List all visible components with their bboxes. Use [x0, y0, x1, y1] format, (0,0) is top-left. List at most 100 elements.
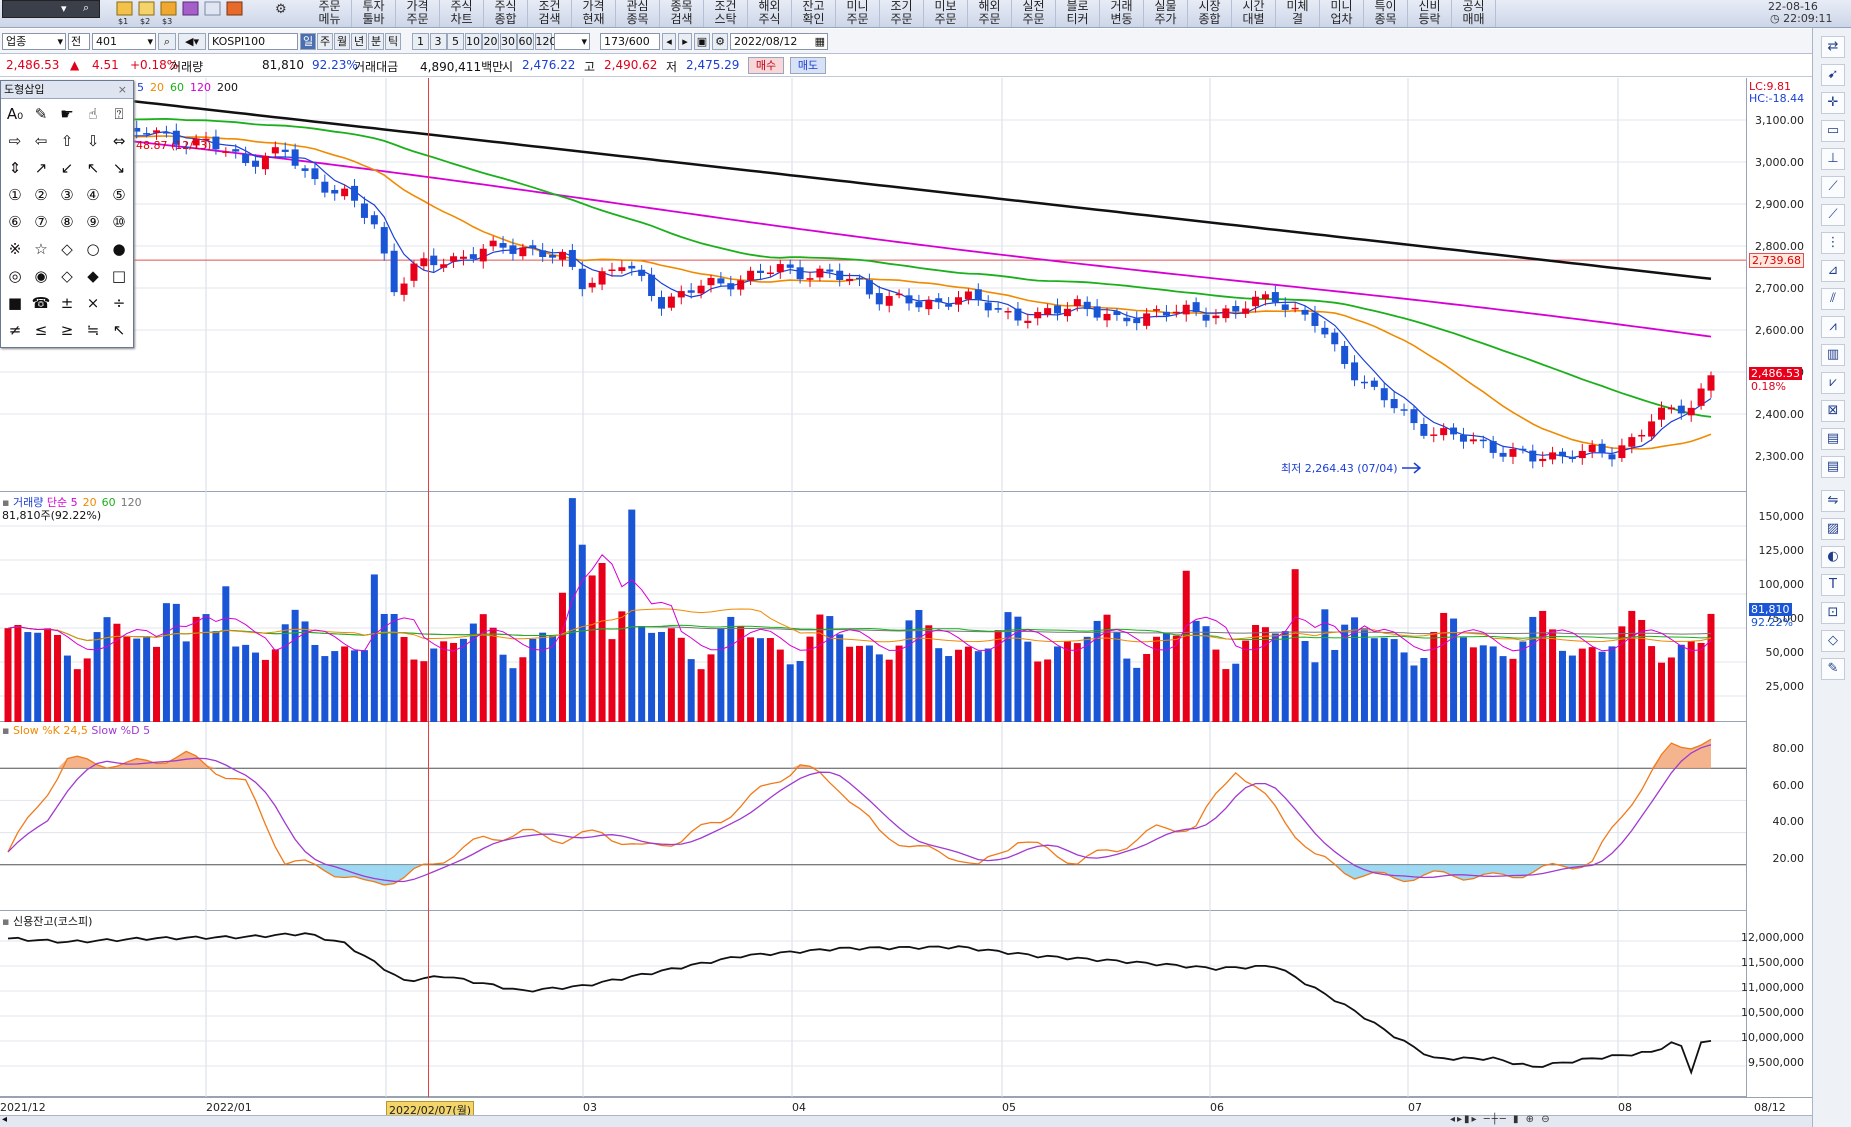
price-pane[interactable]: 48.87 (12/13) 최저 2,264.43 (07/04) 5 20 60 12… [0, 78, 1746, 492]
grid-icon[interactable]: ▥ [1821, 344, 1845, 366]
palette-shape-icon[interactable]: ● [112, 240, 126, 258]
palette-shape-icon[interactable]: ※ [8, 240, 22, 258]
fan-icon[interactable]: ⩘ [1821, 316, 1845, 338]
swap-icon[interactable]: ⇄ [1821, 36, 1845, 58]
zoom-controls[interactable]: ◂▸▮▸ ─┼─ ▮ ⊕ ⊖ [1450, 1114, 1552, 1125]
menu-item-14[interactable]: 미보 주문 [924, 0, 968, 27]
period-button[interactable]: 주 [317, 33, 333, 50]
cycle-icon[interactable]: ⇋ [1821, 490, 1845, 512]
prev-button[interactable]: ◂ [662, 33, 676, 50]
close-icon[interactable]: × [117, 83, 127, 96]
interval-button[interactable]: 30 [499, 33, 517, 50]
palette-shape-icon[interactable]: ◉ [34, 267, 48, 285]
menu-item-5[interactable]: 조건 검색 [528, 0, 572, 27]
circle-icon[interactable]: ◐ [1821, 546, 1845, 568]
palette-shape-icon[interactable]: ◎ [8, 267, 22, 285]
buy-button[interactable]: 매수 [748, 57, 784, 74]
palette-shape-icon[interactable]: ↖ [86, 159, 100, 177]
bottom-scroll-strip[interactable]: ◂ ◂▸▮▸ ─┼─ ▮ ⊕ ⊖ [0, 1114, 1812, 1127]
palette-shape-icon[interactable]: ✎ [34, 105, 48, 123]
menu-item-23[interactable]: 미니 업차 [1320, 0, 1364, 27]
arc-icon[interactable]: ⩗ [1821, 372, 1845, 394]
palette-shape-icon[interactable]: ④ [86, 186, 100, 204]
palette-shape-icon[interactable]: ⇦ [34, 132, 48, 150]
menu-item-9[interactable]: 조건 스탁 [704, 0, 748, 27]
save-icon[interactable]: ▣ [694, 33, 710, 50]
credit-pane[interactable]: ▪ 신용잔고(코스피) [0, 911, 1746, 1097]
palette-shape-icon[interactable]: ↘ [112, 159, 126, 177]
interval-button[interactable]: 5 [447, 33, 464, 50]
palette-shape-icon[interactable]: ⇔ [112, 132, 126, 150]
interval-button[interactable]: 10 [464, 33, 482, 50]
palette-shape-icon[interactable]: ≠ [8, 321, 22, 339]
crosshair-icon[interactable]: ✛ [1821, 92, 1845, 114]
prefix-select[interactable]: 전 [68, 33, 90, 50]
menu-item-15[interactable]: 해외 주문 [968, 0, 1012, 27]
palette-shape-icon[interactable]: ① [8, 186, 22, 204]
menu-search-dropdown[interactable]: ▾ ⌕ [2, 0, 100, 18]
interval-button[interactable]: 60 [517, 33, 534, 50]
count-field[interactable]: 173/600 [600, 33, 660, 50]
menu-item-16[interactable]: 실전 주문 [1012, 0, 1056, 27]
palette-shape-icon[interactable]: ☎ [31, 294, 51, 312]
palette-shape-icon[interactable]: ◇ [61, 240, 73, 258]
price-axis[interactable]: LC:9.81 HC:-18.44 3,100.00 3,000.00 2,900.… [1746, 78, 1812, 492]
palette-shape-icon[interactable]: × [86, 294, 100, 312]
menu-item-3[interactable]: 주식 차트 [440, 0, 484, 27]
menu-item-12[interactable]: 미니 주문 [836, 0, 880, 27]
menu-item-0[interactable]: 주문 메뉴 [308, 0, 352, 27]
search-button[interactable]: ⌕ [158, 33, 176, 50]
palette-shape-icon[interactable]: ○ [86, 240, 100, 258]
menu-item-7[interactable]: 관심 종목 [616, 0, 660, 27]
palette-shape-icon[interactable]: ⇧ [60, 132, 74, 150]
menu-item-22[interactable]: 미체 결 [1276, 0, 1320, 27]
palette-shape-icon[interactable]: ± [60, 294, 74, 312]
menu-item-8[interactable]: 종목 검색 [660, 0, 704, 27]
menu-item-6[interactable]: 가격 현재 [572, 0, 616, 27]
interval-button[interactable]: 20 [482, 33, 499, 50]
palette-shape-icon[interactable]: ⇕ [8, 159, 22, 177]
angle-icon[interactable]: ⊿ [1821, 260, 1845, 282]
quick-icon-strip[interactable]: ⚙ $1 $2 $3 [115, 1, 305, 26]
palette-shape-icon[interactable]: ≤ [34, 321, 48, 339]
palette-shape-icon[interactable]: ◇ [61, 267, 73, 285]
palette-shape-icon[interactable]: ☛ [60, 105, 74, 123]
menu-item-24[interactable]: 특이 종목 [1364, 0, 1408, 27]
vertical-line-icon[interactable]: ⊥ [1821, 148, 1845, 170]
parallel-icon[interactable]: ⫽ [1821, 288, 1845, 310]
menu-item-1[interactable]: 투자 툴바 [352, 0, 396, 27]
palette-shape-icon[interactable]: ⑨ [86, 213, 100, 231]
palette-shape-icon[interactable]: ☆ [34, 240, 48, 258]
palette-shape-icon[interactable]: ≥ [60, 321, 74, 339]
pen-icon[interactable]: ✎ [1821, 658, 1845, 680]
menu-item-20[interactable]: 시장 종합 [1188, 0, 1232, 27]
palette-shape-icon[interactable]: ⍰ [114, 105, 124, 123]
scroll-left-icon[interactable]: ◂ [2, 1114, 8, 1125]
trendline-icon[interactable]: ⟋ [1821, 176, 1845, 198]
pattern-icon[interactable]: ▨ [1821, 518, 1845, 540]
interval-button[interactable]: 1 [412, 33, 429, 50]
eraser-icon[interactable]: ◇ [1821, 630, 1845, 652]
menu-item-19[interactable]: 실물 주가 [1144, 0, 1188, 27]
menu-item-26[interactable]: 공식 매매 [1452, 0, 1496, 27]
menu-item-4[interactable]: 주식 종합 [484, 0, 528, 27]
palette-shape-icon[interactable]: ↖ [112, 321, 126, 339]
menu-item-11[interactable]: 잔고 확인 [792, 0, 836, 27]
image-icon[interactable]: ⊡ [1821, 602, 1845, 624]
volume-pane[interactable]: ▪ 거래량 단순 5 20 60 120 81,810주(92.22%) [0, 492, 1746, 722]
period-button[interactable]: 일 [300, 33, 316, 50]
menu-item-25[interactable]: 신비 등락 [1408, 0, 1452, 27]
box-icon[interactable]: ▭ [1821, 120, 1845, 142]
menu-item-18[interactable]: 거래 변동 [1100, 0, 1144, 27]
period-button[interactable]: 분 [368, 33, 384, 50]
cursor-icon[interactable]: ➹ [1821, 64, 1845, 86]
interval-custom-select[interactable]: ▾ [554, 33, 590, 50]
settings-icon[interactable]: ⚙ [712, 33, 728, 50]
palette-shape-icon[interactable]: ⑩ [112, 213, 126, 231]
palette-shape-icon[interactable]: ↙ [60, 159, 74, 177]
menu-item-2[interactable]: 가격 주문 [396, 0, 440, 27]
shape-palette[interactable]: 도형삽입 × A₀ ✎ ☛ ☝ ⍰ ⇨ ⇦ ⇧ ⇩ ⇔ ⇕ ↗ ↙ ↖ ↘ ① ② ③ ④ ⑤ ⑥ ⑦ ⑧ ⑨ ⑩ ※ ☆ ◇ ○ ● ◎ ◉ ◇… [0, 80, 134, 348]
palette-shape-icon[interactable]: ÷ [112, 294, 126, 312]
volume-axis[interactable]: 150,000 125,000 100,000 75,000 50,000 25,000 … [1746, 492, 1812, 722]
palette-shape-icon[interactable]: ⑧ [60, 213, 74, 231]
